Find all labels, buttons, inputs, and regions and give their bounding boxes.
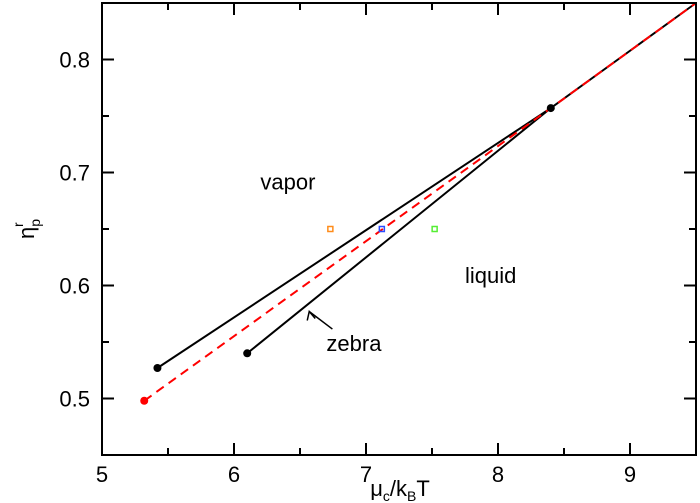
y-tick-label: 0.8 bbox=[59, 48, 90, 73]
y-tick-label: 0.7 bbox=[59, 161, 90, 186]
x-tick-label: 9 bbox=[624, 462, 636, 487]
series-line-2 bbox=[143, 2, 697, 402]
annotation-arrowhead bbox=[306, 309, 316, 321]
x-axis-label: μc/kBT bbox=[370, 476, 430, 503]
square-marker-1 bbox=[378, 225, 386, 233]
plot-frame bbox=[101, 2, 697, 456]
data-point-0 bbox=[153, 363, 162, 372]
annotation-vapor: vapor bbox=[260, 169, 315, 194]
square-marker-0 bbox=[327, 225, 334, 233]
series-line-0 bbox=[156, 107, 552, 369]
y-tick-label: 0.6 bbox=[59, 274, 90, 299]
y-axis-label: ηpr bbox=[10, 219, 43, 239]
data-point-2 bbox=[546, 104, 555, 113]
annotation-zebra: zebra bbox=[326, 331, 382, 356]
x-tick-label: 8 bbox=[492, 462, 504, 487]
annotation-liquid: liquid bbox=[465, 263, 516, 288]
x-tick-label: 6 bbox=[228, 462, 240, 487]
data-point-3 bbox=[140, 396, 149, 405]
y-tick-label: 0.5 bbox=[59, 387, 90, 412]
x-tick-label: 7 bbox=[360, 462, 372, 487]
annotation-arrow bbox=[308, 310, 333, 330]
square-marker-2 bbox=[431, 225, 438, 233]
data-point-1 bbox=[243, 349, 252, 358]
x-tick-label: 5 bbox=[96, 462, 108, 487]
